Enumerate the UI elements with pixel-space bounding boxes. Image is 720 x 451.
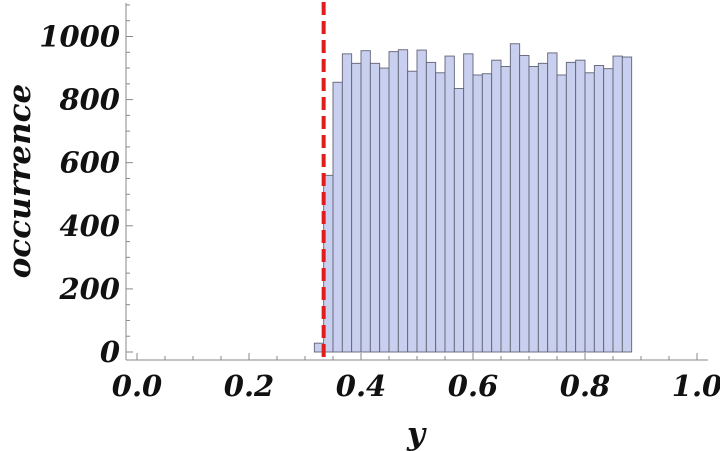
y-tick-label: 600 xyxy=(59,146,120,180)
histogram-bar xyxy=(500,66,511,353)
x-tick-label: 0.0 xyxy=(112,369,162,403)
histogram-bar xyxy=(351,62,362,353)
y-tick-label: 800 xyxy=(58,83,120,117)
histogram-bar xyxy=(407,70,418,353)
histogram-bar xyxy=(509,43,521,353)
histogram-bar xyxy=(547,52,558,353)
bars xyxy=(313,43,633,353)
histogram-bar xyxy=(537,62,549,353)
histogram-bar xyxy=(584,72,595,353)
histogram-bar xyxy=(388,51,399,353)
y-tick-label: 1000 xyxy=(39,20,120,54)
histogram-bar xyxy=(453,88,465,353)
histogram-bar xyxy=(621,56,633,353)
x-tick-label: 0.2 xyxy=(224,369,274,403)
histogram-bar xyxy=(341,53,353,353)
histogram-bar xyxy=(425,61,437,353)
histogram-bar xyxy=(472,74,483,353)
histogram-bar xyxy=(360,50,371,353)
y-tick-label: 400 xyxy=(59,209,120,243)
histogram-bar xyxy=(416,49,427,353)
y-tick-label: 0 xyxy=(100,335,120,369)
histogram-bar xyxy=(379,67,390,353)
histogram-bar xyxy=(491,59,502,353)
x-tick-label: 1.0 xyxy=(672,369,720,403)
histogram-bar xyxy=(463,53,474,353)
histogram-bar xyxy=(397,49,409,353)
histogram-bar xyxy=(332,81,343,353)
x-tick-label: 0.4 xyxy=(336,369,386,403)
histogram-bar xyxy=(575,59,586,353)
histogram-bar xyxy=(528,66,539,353)
x-axis-title: y xyxy=(406,416,427,451)
histogram-bar xyxy=(593,65,605,353)
histogram-bar xyxy=(481,73,493,353)
y-axis-title: occurrence xyxy=(2,84,38,279)
histogram-bar xyxy=(612,55,623,353)
x-tick-label: 0.8 xyxy=(560,369,610,403)
histogram-bar xyxy=(444,55,455,353)
histogram-bar xyxy=(369,62,381,353)
histogram-bar xyxy=(556,74,567,353)
histogram-bar xyxy=(565,61,577,353)
x-tick-label: 0.6 xyxy=(448,369,498,403)
histogram-bar xyxy=(603,68,614,353)
histogram-bar xyxy=(519,54,530,353)
y-tick-label: 200 xyxy=(58,272,120,306)
histogram-bar xyxy=(435,72,446,353)
ticks xyxy=(126,4,698,360)
tick-labels: 0.0 0.2 0.4 0.6 0.8 1.0 0 200 400 600 800 1000 xyxy=(39,20,720,404)
